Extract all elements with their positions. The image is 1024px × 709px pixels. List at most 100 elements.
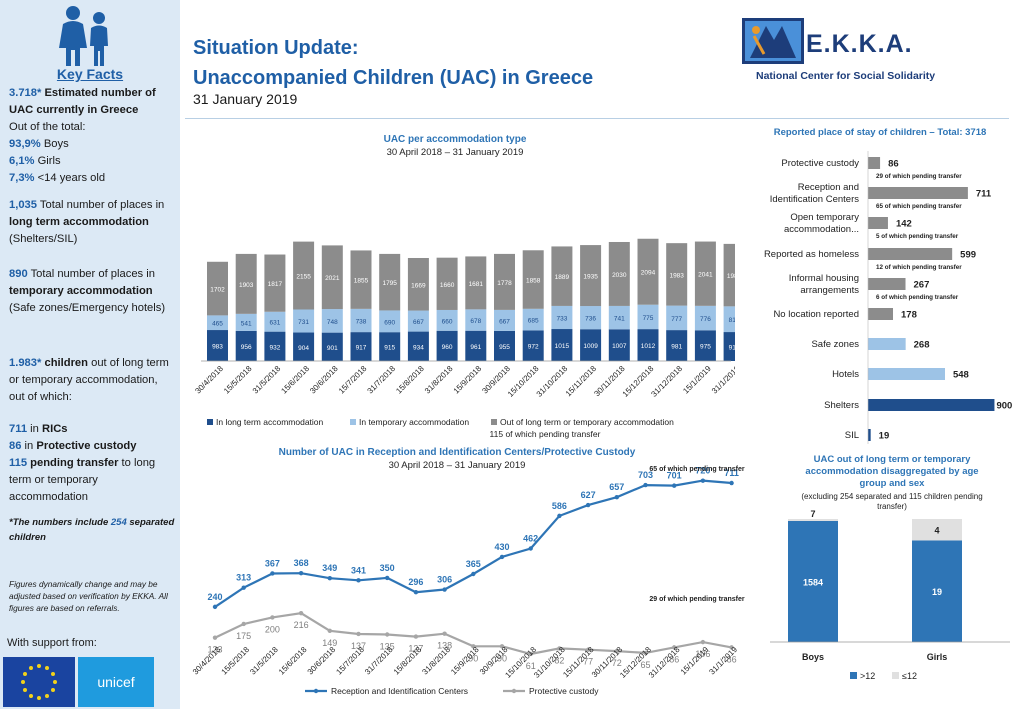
data-label: 1015 xyxy=(555,343,570,350)
data-label: 960 xyxy=(442,344,453,351)
category-label: Identification Centers xyxy=(770,194,859,205)
data-label: 657 xyxy=(609,482,624,492)
bar-segment xyxy=(494,330,515,361)
data-label: 240 xyxy=(207,592,222,602)
data-label: 1009 xyxy=(583,343,598,350)
data-label: 135 xyxy=(380,641,395,651)
pending-note: 65 of which pending transfer xyxy=(876,203,962,210)
data-point xyxy=(356,631,361,637)
bar xyxy=(868,278,906,290)
data-point xyxy=(442,631,447,636)
legend-label: Protective custody xyxy=(529,686,599,696)
data-label: 627 xyxy=(581,490,596,500)
fact-pending-transfer: 115 pending transfer to long term or tem… xyxy=(9,457,156,503)
fact-girls: 6,1% Girls xyxy=(9,155,61,167)
data-label: 541 xyxy=(241,320,252,327)
data-point xyxy=(643,482,648,488)
data-point xyxy=(528,651,533,657)
unicef-logo: unicef xyxy=(78,657,154,707)
bar xyxy=(868,248,953,260)
data-label: 4 xyxy=(934,526,939,536)
bar-segment xyxy=(608,305,630,330)
fact-boys: 93,9% Boys xyxy=(9,138,69,150)
bar-segment xyxy=(723,332,735,361)
data-label: 1681 xyxy=(469,281,484,288)
data-label: 77 xyxy=(583,657,593,667)
bar-segment xyxy=(350,250,372,309)
bar-segment xyxy=(912,540,962,642)
chart-subtitle: transfer) xyxy=(877,502,907,511)
data-label: 142 xyxy=(896,219,912,230)
data-point xyxy=(298,610,304,616)
bar-segment xyxy=(723,306,735,333)
data-label: 915 xyxy=(384,345,395,352)
bar-segment xyxy=(608,329,630,361)
data-point xyxy=(413,589,419,595)
data-point xyxy=(672,645,677,650)
tick-label: 30/6/2018 xyxy=(306,645,338,677)
data-label: 86 xyxy=(727,654,737,664)
data-label: 1983 xyxy=(669,272,684,279)
data-label: 711 xyxy=(724,468,739,478)
bar-segment xyxy=(694,330,716,361)
data-label: 349 xyxy=(322,563,337,573)
category-label: Safe zones xyxy=(811,339,859,350)
bar-segment xyxy=(580,329,602,361)
bar xyxy=(868,399,995,411)
fact-estimated-uac: 3.718* Estimated number of UAC currently… xyxy=(9,87,156,116)
tick-label: 31/5/2018 xyxy=(251,364,283,396)
data-label: 2094 xyxy=(641,270,656,277)
category-label: Informal housing xyxy=(789,273,859,284)
chart-title: accommodation disaggregated by age xyxy=(805,466,978,477)
bar-segment xyxy=(580,306,602,330)
legend-label: In temporary accommodation xyxy=(359,417,469,427)
data-label: 462 xyxy=(523,533,538,543)
data-label: 904 xyxy=(298,345,309,352)
accommodation-type-chart: UAC per accommodation type 30 April 2018 … xyxy=(193,134,735,439)
data-point xyxy=(700,639,706,645)
data-label: 900 xyxy=(996,401,1012,412)
bar xyxy=(868,368,945,380)
chart-subtitle: 30 April 2018 – 31 January 2019 xyxy=(389,460,526,471)
data-label: 313 xyxy=(236,573,251,583)
data-label: 777 xyxy=(671,316,682,323)
data-point xyxy=(528,546,533,551)
data-label: 200 xyxy=(265,624,280,634)
bar-segment xyxy=(522,250,544,309)
chart-title: UAC per accommodation type xyxy=(384,134,527,145)
data-label: 972 xyxy=(528,344,539,351)
data-label: 775 xyxy=(643,315,654,322)
page-title: Situation Update: Unaccompanied Children… xyxy=(193,37,594,89)
bar-segment xyxy=(580,245,602,307)
bar-segment xyxy=(293,309,315,333)
data-point xyxy=(614,495,619,500)
bar xyxy=(868,217,888,229)
ekka-logo xyxy=(742,18,804,64)
bar-segment xyxy=(407,257,429,311)
data-label: 82 xyxy=(554,655,564,665)
data-point xyxy=(585,647,591,652)
data-label: 631 xyxy=(269,320,280,327)
age-sex-chart: UAC out of long term or temporaryaccommo… xyxy=(770,454,1010,681)
data-point xyxy=(672,483,677,488)
data-label: 667 xyxy=(499,318,510,325)
data-label: 1669 xyxy=(411,282,426,289)
data-point xyxy=(557,513,562,519)
data-label: 123 xyxy=(207,645,222,655)
data-label: 917 xyxy=(356,345,367,352)
data-label: 1007 xyxy=(612,343,627,350)
data-label: 19 xyxy=(879,431,890,442)
bar-segment xyxy=(465,309,487,331)
chart-title: Number of UAC in Reception and Identific… xyxy=(279,447,636,458)
bar xyxy=(868,338,906,350)
bar-segment xyxy=(379,310,401,333)
legend-label: In long term accommodation xyxy=(216,417,324,427)
bar-segment xyxy=(264,331,286,361)
bar-segment xyxy=(407,310,429,332)
bar-segment xyxy=(551,329,573,361)
children-icon xyxy=(59,6,108,66)
data-point xyxy=(212,635,218,640)
data-label: 1903 xyxy=(239,282,254,289)
bar-segment xyxy=(321,309,343,333)
tick-label: Girls xyxy=(927,652,948,662)
